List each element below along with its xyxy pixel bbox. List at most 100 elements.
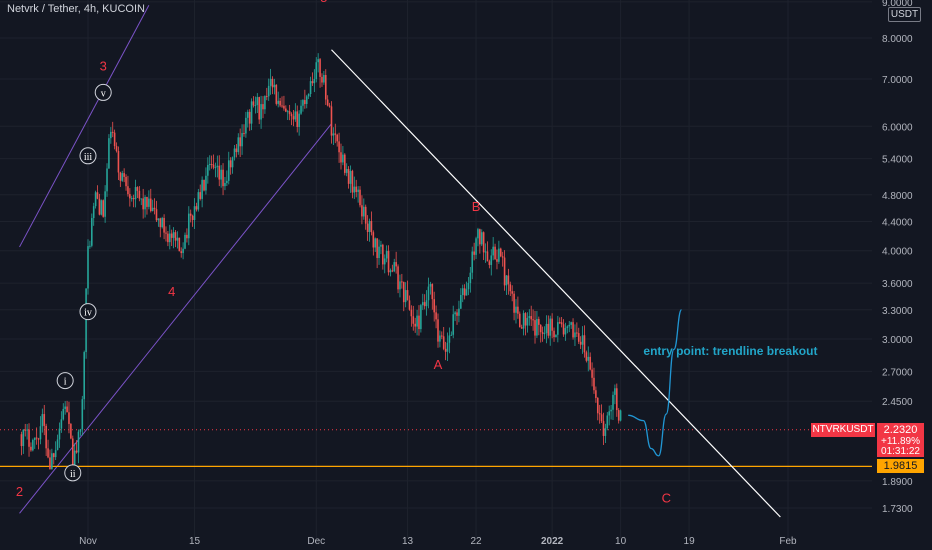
candle-up xyxy=(492,246,494,256)
candle-up xyxy=(201,179,203,199)
candle-up xyxy=(545,323,548,334)
candle-up xyxy=(256,97,259,106)
chart-title: Netvrk / Tether, 4h, KUCOIN xyxy=(7,3,145,15)
candle-down xyxy=(28,429,30,447)
candle-down xyxy=(149,198,152,212)
candle-down xyxy=(591,369,593,378)
candle-down xyxy=(562,324,565,335)
candle-down xyxy=(532,319,534,321)
subwave-circle-icon xyxy=(56,372,74,390)
x-tick-label: Feb xyxy=(779,536,797,547)
candle-down xyxy=(499,248,502,257)
candle-up xyxy=(92,206,95,219)
candle-up xyxy=(619,410,622,421)
candle-down xyxy=(281,105,283,107)
candle-up xyxy=(182,248,184,254)
candle-up xyxy=(104,191,106,217)
candle-down xyxy=(30,446,32,451)
candle-down xyxy=(414,323,416,327)
candle-up xyxy=(224,182,226,187)
candle-up xyxy=(469,272,472,284)
candle-up xyxy=(452,314,455,335)
candle-down xyxy=(473,251,475,255)
subwave-label-i: i xyxy=(64,377,67,388)
candle-up xyxy=(393,262,396,272)
subwave-label-ii: ii xyxy=(70,469,76,480)
candle-up xyxy=(309,81,312,94)
candle-up xyxy=(498,248,500,262)
candle-up xyxy=(399,281,401,290)
candle-up xyxy=(300,105,302,114)
candle-up xyxy=(378,246,380,258)
candle-down xyxy=(248,111,251,124)
candle-down xyxy=(387,250,390,273)
y-tick-label: 2.4500 xyxy=(882,397,913,408)
candle-down xyxy=(111,131,114,133)
channel-upper-line xyxy=(19,5,150,248)
candle-down xyxy=(600,414,603,422)
candle-down xyxy=(431,284,434,300)
candle-up xyxy=(490,255,493,265)
candle-down xyxy=(539,324,542,333)
currency-label[interactable]: USDT xyxy=(888,7,921,22)
y-tick-label: 4.8000 xyxy=(882,191,913,202)
candle-up xyxy=(522,313,525,329)
candle-up xyxy=(484,251,487,253)
candle-up xyxy=(614,388,616,395)
candle-up xyxy=(73,450,76,472)
candle-down xyxy=(364,206,367,224)
candle-down xyxy=(410,309,413,317)
candle-down xyxy=(382,244,384,265)
y-tick-label: 3.3000 xyxy=(882,306,913,317)
wave-label-5: 5 xyxy=(320,0,327,5)
candle-down xyxy=(463,288,466,296)
candle-up xyxy=(273,84,276,88)
candle-up xyxy=(214,167,217,169)
wave-label-4: 4 xyxy=(168,284,175,299)
candle-down xyxy=(616,388,618,411)
candle-up xyxy=(245,117,247,134)
candle-down xyxy=(113,132,116,147)
candle-down xyxy=(541,332,544,334)
candle-up xyxy=(307,93,310,97)
candle-up xyxy=(363,206,365,217)
candle-up xyxy=(81,399,84,430)
candle-up xyxy=(564,328,567,335)
candle-up xyxy=(134,187,137,200)
candle-up xyxy=(439,335,441,342)
candle-down xyxy=(511,291,513,294)
candle-up xyxy=(342,154,344,163)
candle-down xyxy=(509,284,512,292)
subwave-label-iii: iii xyxy=(84,152,93,163)
y-tick-label: 5.4000 xyxy=(882,155,913,166)
candle-up xyxy=(246,111,249,118)
candle-up xyxy=(264,96,266,110)
candle-down xyxy=(290,114,293,117)
candle-up xyxy=(231,157,234,168)
candle-down xyxy=(560,322,563,325)
candle-up xyxy=(374,238,377,248)
candle-up xyxy=(380,244,382,247)
candle-down xyxy=(397,266,399,290)
candle-down xyxy=(66,406,68,413)
candle-down xyxy=(589,356,591,370)
candle-up xyxy=(587,356,590,361)
candle-down xyxy=(292,116,295,120)
candle-up xyxy=(41,414,44,427)
candle-down xyxy=(138,190,141,199)
candle-down xyxy=(68,412,70,424)
candle-up xyxy=(515,306,517,313)
candle-up xyxy=(79,429,82,432)
y-tick-label: 7.0000 xyxy=(882,75,913,86)
candle-up xyxy=(172,232,175,238)
candle-down xyxy=(102,200,105,217)
candle-down xyxy=(266,96,268,98)
candle-down xyxy=(494,246,496,260)
candle-down xyxy=(136,187,139,191)
candle-down xyxy=(617,410,620,421)
candle-up xyxy=(226,180,228,183)
candle-up xyxy=(305,96,308,104)
candle-up xyxy=(480,232,483,245)
candle-up xyxy=(345,168,348,173)
